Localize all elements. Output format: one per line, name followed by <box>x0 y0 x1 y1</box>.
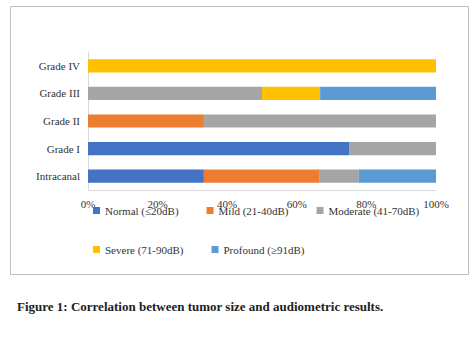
svg-text:Normal (≤20dB): Normal (≤20dB) <box>105 205 179 218</box>
svg-text:40%: 40% <box>217 197 238 210</box>
svg-text:Grade IV: Grade IV <box>39 60 80 72</box>
svg-text:60%: 60% <box>287 198 307 210</box>
svg-text:Grade III: Grade III <box>39 87 80 99</box>
svg-text:20%: 20% <box>147 197 168 210</box>
svg-text:80%: 80% <box>356 197 377 210</box>
svg-text:100%: 100% <box>423 198 449 210</box>
svg-text:Moderate (41-70dB): Moderate (41-70dB) <box>329 205 420 218</box>
svg-text:Severe (71-90dB): Severe (71-90dB) <box>105 244 184 257</box>
svg-text:Profound (≥91dB): Profound (≥91dB) <box>224 244 305 257</box>
svg-text:Intracanal: Intracanal <box>36 170 80 182</box>
svg-text:Grade II: Grade II <box>43 115 80 127</box>
svg-text:Grade I: Grade I <box>47 143 81 155</box>
svg-text:Figure 1: Correlation between: Figure 1: Correlation between tumor size… <box>17 299 383 314</box>
svg-text:0%: 0% <box>80 197 96 210</box>
svg-text:Mild (21-40dB): Mild (21-40dB) <box>219 205 289 218</box>
